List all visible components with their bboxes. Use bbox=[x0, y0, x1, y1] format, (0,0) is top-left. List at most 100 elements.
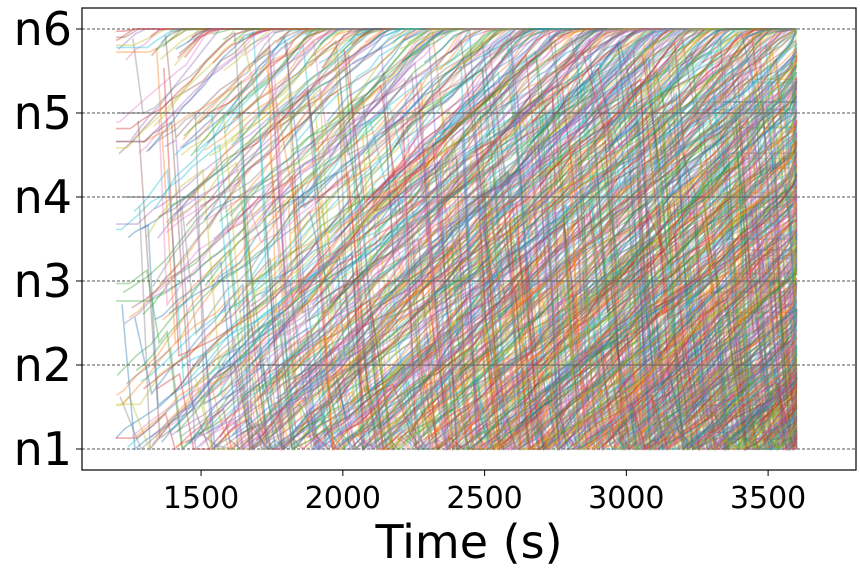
trajectory-line bbox=[372, 92, 798, 451]
trajectory-line bbox=[270, 28, 797, 68]
trajectory-line bbox=[337, 160, 798, 437]
trajectory-line bbox=[198, 28, 797, 436]
trajectory-line bbox=[691, 28, 797, 63]
trajectory-line bbox=[503, 268, 798, 451]
trajectory-line bbox=[470, 229, 798, 450]
trajectory-line bbox=[754, 45, 798, 137]
trajectory-line bbox=[555, 232, 798, 448]
trajectory-line bbox=[242, 207, 798, 452]
trajectory-line bbox=[709, 380, 798, 450]
trajectory-line bbox=[783, 31, 798, 54]
trajectory-line bbox=[476, 28, 797, 121]
trajectory-line bbox=[477, 192, 797, 451]
y-tick-label-n3: n3 bbox=[14, 254, 72, 308]
trajectory-line bbox=[493, 28, 797, 60]
trajectory-line bbox=[458, 178, 798, 439]
trajectory-line bbox=[172, 135, 797, 451]
trajectory-line bbox=[128, 28, 797, 319]
trajectory-line bbox=[474, 108, 798, 451]
trajectory-line bbox=[630, 28, 797, 142]
trajectory-line bbox=[650, 28, 797, 117]
trajectory-line bbox=[287, 28, 797, 444]
trajectory-line bbox=[722, 308, 798, 374]
trajectory-line bbox=[710, 350, 798, 432]
trajectory-line bbox=[673, 345, 798, 452]
trajectory-line bbox=[570, 281, 798, 450]
trajectory-line bbox=[278, 28, 797, 40]
trajectory-line bbox=[250, 28, 797, 451]
trajectory-line bbox=[565, 239, 798, 451]
trajectory-line bbox=[365, 140, 798, 451]
trajectory-line bbox=[720, 88, 798, 386]
trajectory-line bbox=[412, 28, 797, 219]
trajectory-line bbox=[337, 91, 798, 400]
trajectory-line bbox=[682, 144, 798, 234]
trajectory-line bbox=[531, 39, 798, 371]
trajectory-line bbox=[191, 28, 797, 451]
trajectory-line bbox=[395, 336, 798, 451]
trajectory-line bbox=[528, 79, 798, 397]
trajectory-line bbox=[452, 236, 798, 450]
x-tick-label-1500: 1500 bbox=[163, 481, 239, 516]
trajectory-line bbox=[546, 310, 798, 451]
trajectory-line bbox=[183, 79, 797, 365]
trajectory-line bbox=[499, 72, 798, 451]
trajectory-line bbox=[409, 281, 798, 452]
trajectory-line bbox=[249, 28, 797, 334]
trajectory-line bbox=[779, 179, 798, 204]
trajectory-line bbox=[329, 27, 798, 238]
trajectory-line bbox=[131, 28, 797, 309]
trajectory-line bbox=[729, 126, 798, 221]
trajectory-line bbox=[440, 190, 798, 452]
trajectory-line bbox=[731, 421, 798, 451]
trajectory-line bbox=[315, 28, 797, 204]
trajectory-line bbox=[116, 101, 797, 451]
trajectory-line bbox=[296, 28, 797, 142]
trajectory-line bbox=[228, 199, 798, 452]
trajectory-line bbox=[662, 28, 797, 60]
trajectory-line bbox=[184, 28, 797, 59]
trajectory-line bbox=[138, 28, 797, 154]
trajectory-line bbox=[116, 28, 797, 143]
trajectory-line bbox=[745, 172, 798, 227]
trajectory-line bbox=[171, 253, 797, 451]
trajectory-line bbox=[270, 101, 798, 451]
trajectory-line bbox=[378, 57, 798, 321]
trajectory-line bbox=[232, 28, 797, 121]
trajectory-line bbox=[209, 28, 797, 157]
trajectory-line bbox=[660, 244, 798, 368]
trajectory-line bbox=[578, 311, 798, 436]
trajectory-line bbox=[667, 356, 798, 452]
trajectory-line bbox=[237, 28, 797, 237]
trajectory-line bbox=[625, 28, 797, 38]
trajectory-line bbox=[483, 280, 798, 452]
trajectory-line bbox=[358, 147, 798, 323]
trajectory-line bbox=[355, 91, 797, 385]
trajectory-line bbox=[571, 28, 797, 64]
trajectory-line bbox=[684, 313, 798, 450]
trajectory-line bbox=[214, 32, 798, 451]
trajectory-line bbox=[331, 28, 797, 390]
x-axis-label: Time (s) bbox=[374, 515, 562, 569]
trajectory-line bbox=[286, 28, 797, 66]
trajectory-line bbox=[395, 28, 797, 145]
trajectory-line bbox=[509, 28, 797, 144]
trajectory-line bbox=[512, 54, 798, 375]
trajectory-line bbox=[468, 217, 798, 451]
trajectory-line bbox=[343, 28, 797, 204]
trajectory-line bbox=[519, 190, 798, 436]
trajectory-line bbox=[377, 136, 798, 441]
trajectory-line bbox=[601, 50, 798, 210]
trajectory-line bbox=[633, 50, 797, 451]
trajectory-line bbox=[677, 71, 798, 215]
trajectory-line bbox=[622, 256, 798, 393]
trajectory-line bbox=[532, 275, 798, 451]
trajectory-line bbox=[556, 28, 797, 38]
trajectory-line bbox=[728, 169, 798, 226]
trajectory-line bbox=[542, 247, 798, 445]
trajectory-line bbox=[185, 42, 798, 318]
trajectory-line bbox=[251, 28, 797, 450]
trajectory-line bbox=[741, 28, 797, 40]
trajectory-line bbox=[276, 28, 797, 213]
trajectory-line bbox=[657, 259, 798, 405]
